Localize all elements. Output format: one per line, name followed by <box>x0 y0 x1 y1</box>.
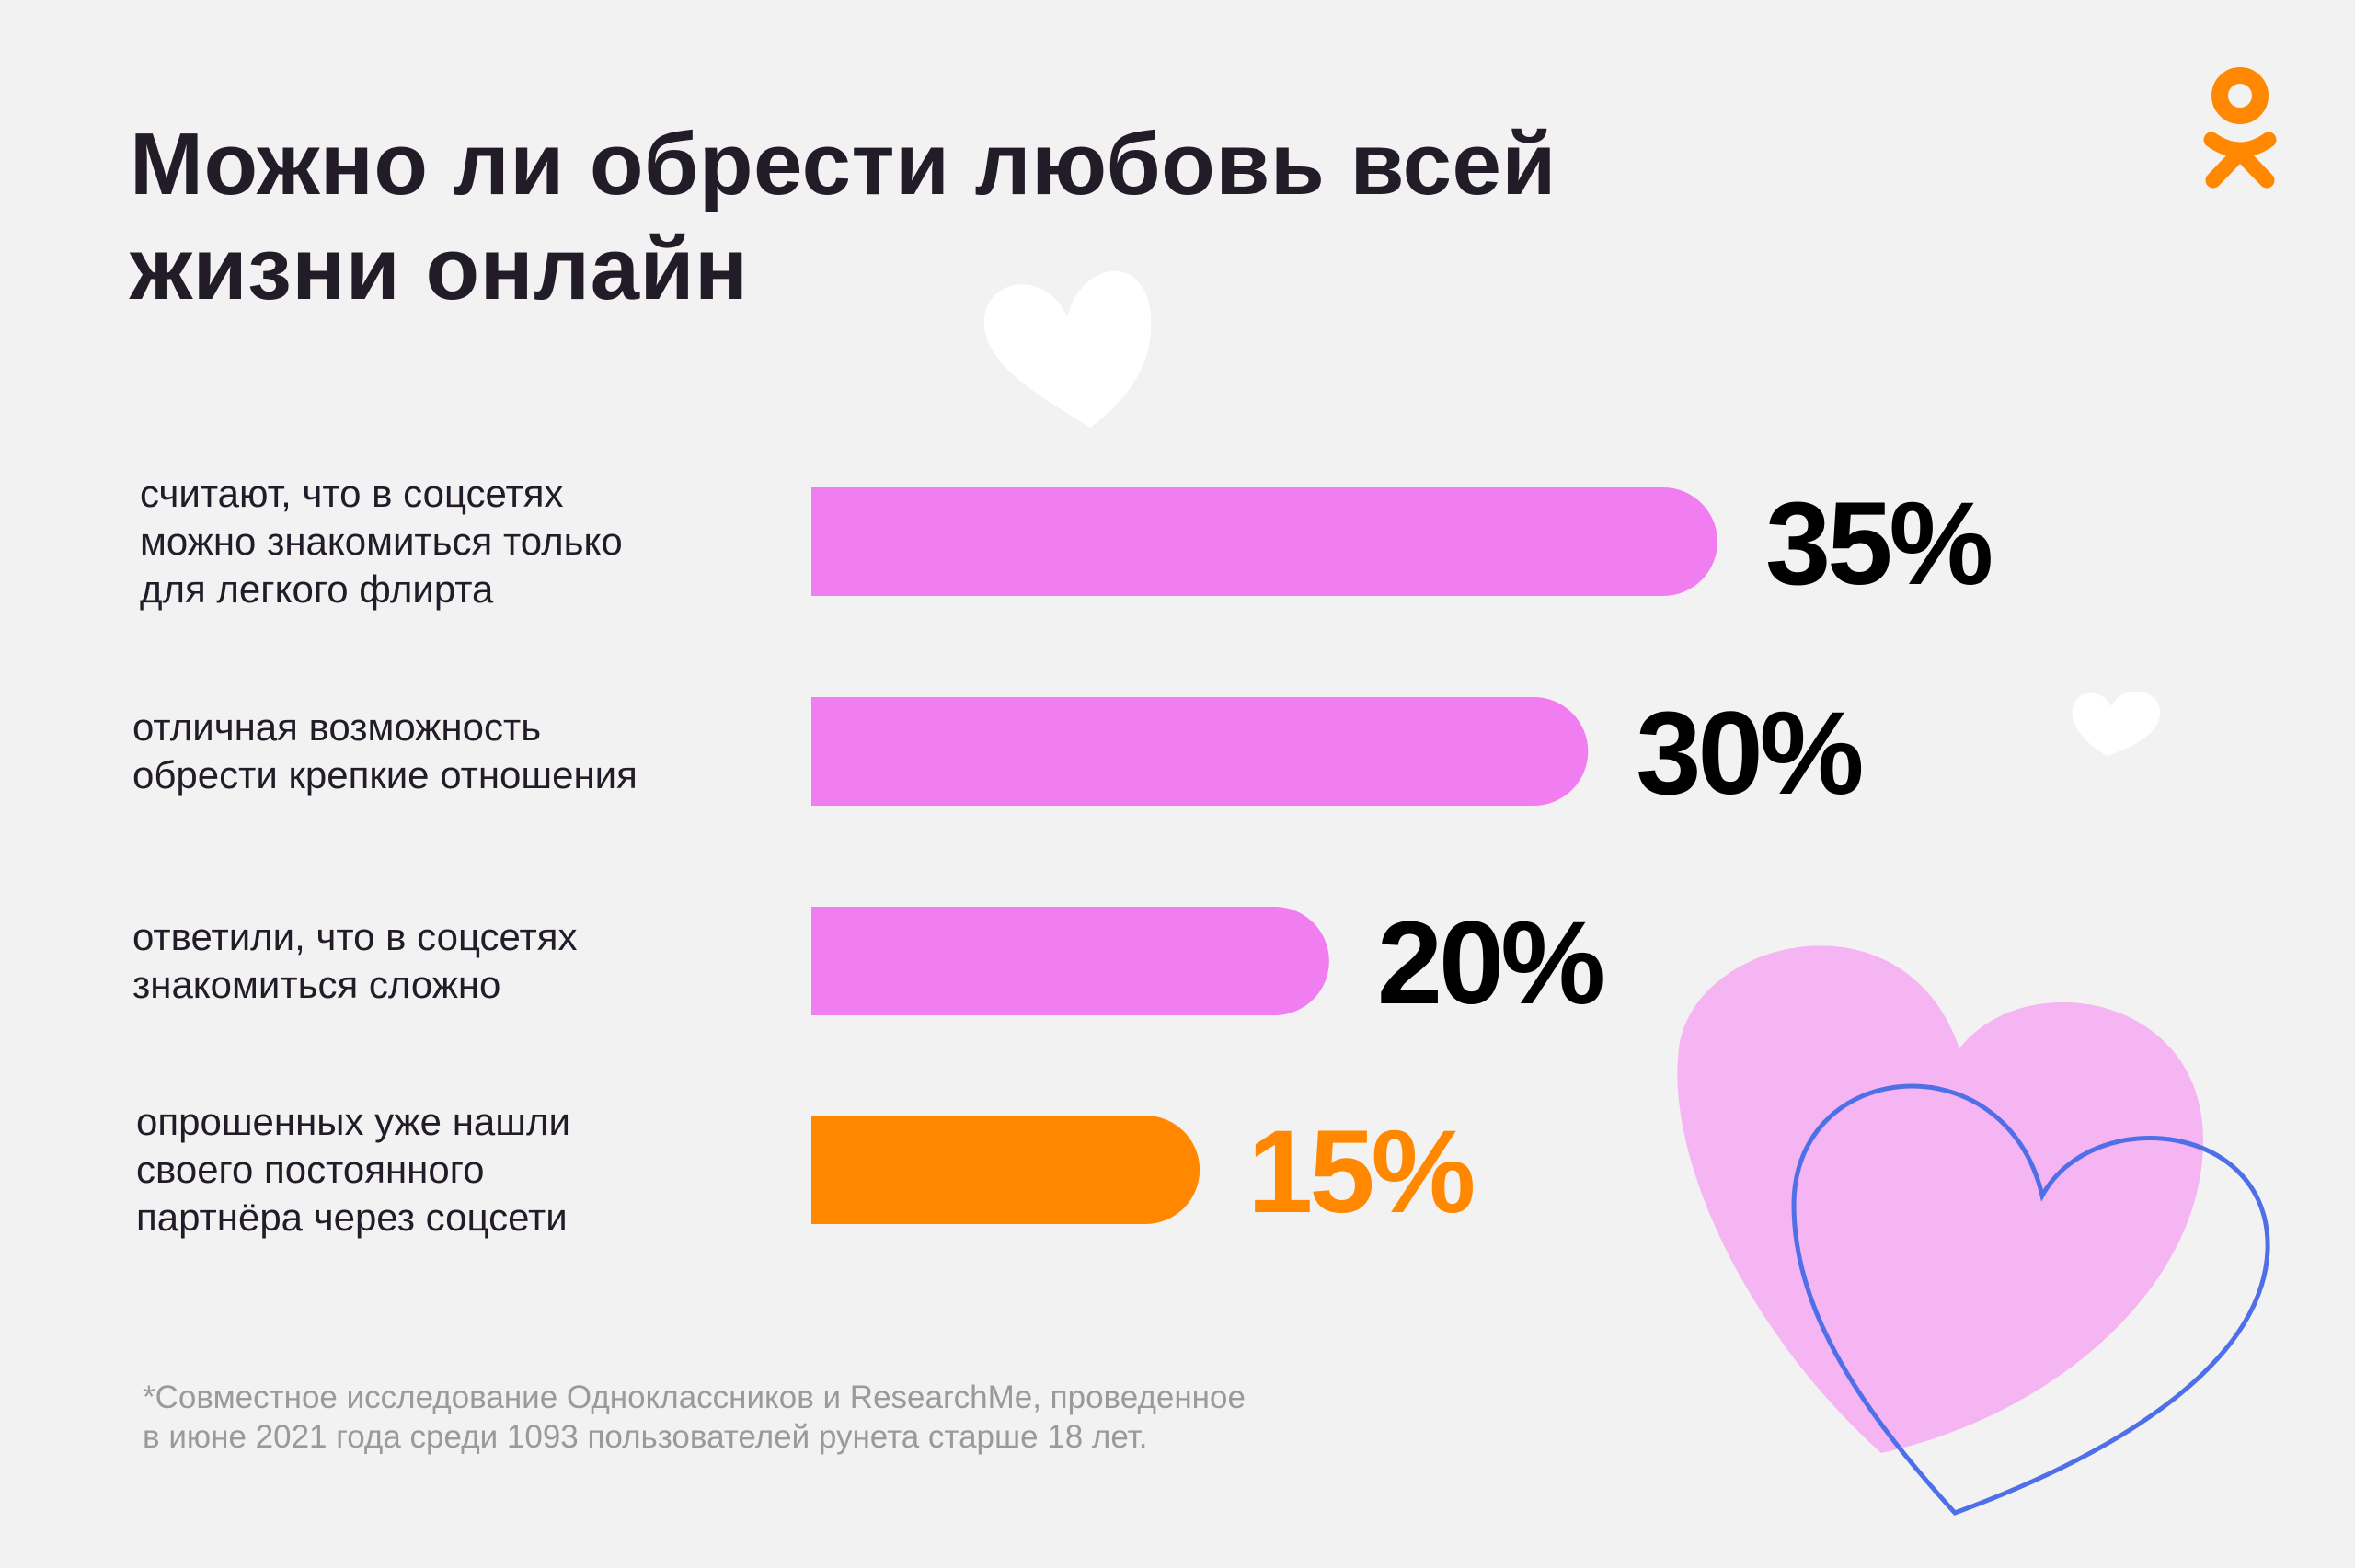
category-label-line: своего постоянного <box>136 1148 484 1191</box>
odnoklassniki-logo-icon <box>2203 67 2277 189</box>
value-label-4: 15% <box>1247 1106 1473 1238</box>
category-label-line: знакомиться сложно <box>132 963 500 1006</box>
category-label-line: отличная возможность <box>132 705 541 749</box>
category-label-line: для легкого флирта <box>140 567 494 611</box>
page-title: Можно ли обрести любовь всей жизни онлай… <box>130 115 1557 318</box>
category-label-4: опрошенных уже нашли своего постоянного па… <box>136 1100 570 1239</box>
category-label-line: партнёра через соцсети <box>136 1196 568 1239</box>
value-label-1: 35% <box>1765 478 1991 610</box>
category-label-line: считают, что в соцсетях <box>140 472 564 515</box>
category-label-line: ответили, что в соцсетях <box>132 915 578 958</box>
footnote: *Совместное исследование Одноклассников … <box>143 1378 1430 1457</box>
value-label-3: 20% <box>1377 898 1603 1029</box>
category-label-line: можно знакомиться только <box>140 520 623 563</box>
category-label-3: ответили, что в соцсетях знакомиться слож… <box>132 915 578 1006</box>
footnote-line-1: *Совместное исследование Одноклассников … <box>143 1379 1246 1415</box>
category-label-2: отличная возможность обрести крепкие отно… <box>132 705 638 796</box>
category-label-line: опрошенных уже нашли <box>136 1100 570 1143</box>
bar-3 <box>811 907 1329 1015</box>
bar-1 <box>811 487 1717 596</box>
value-label-2: 30% <box>1636 688 1861 819</box>
footnote-line-2: в июне 2021 года среди 1093 пользователе… <box>143 1419 1148 1455</box>
category-label-line: обрести крепкие отношения <box>132 753 638 796</box>
bar-2 <box>811 697 1589 806</box>
bar-4 <box>811 1116 1200 1224</box>
category-label-1: считают, что в соцсетях можно знакомиться… <box>140 472 623 611</box>
